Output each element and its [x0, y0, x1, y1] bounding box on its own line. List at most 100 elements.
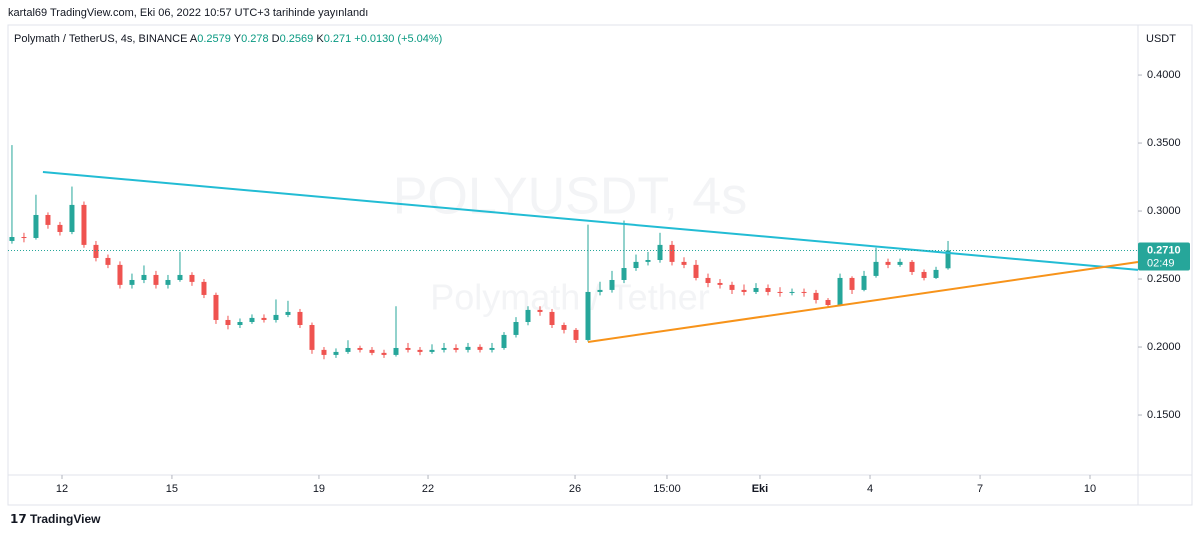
candle-body	[33, 214, 39, 238]
y-tick-label: 0.2000	[1147, 341, 1181, 353]
candle-body	[381, 352, 387, 355]
candle-body	[321, 349, 327, 355]
candle-body	[249, 317, 255, 323]
h-value: 0.278	[241, 33, 269, 45]
brand-icon: 𝟭𝟳	[10, 512, 27, 526]
candle-body	[465, 346, 471, 350]
change: +0.0130 (+5.04%)	[354, 33, 443, 45]
x-tick-label: 12	[56, 483, 68, 495]
candle-body	[789, 291, 795, 293]
y-tick-label: 0.4000	[1147, 69, 1181, 81]
candle-body	[525, 309, 531, 323]
candle-body	[801, 291, 807, 293]
candle-body	[81, 204, 87, 245]
candle-body	[945, 250, 951, 269]
candle-body	[909, 261, 915, 272]
x-tick-label: Eki	[752, 483, 769, 495]
y-tick-label: 0.3000	[1147, 205, 1181, 217]
candle-body	[177, 274, 183, 280]
symbol: Polymath / TetherUS, 4s, BINANCE	[14, 33, 188, 45]
candle-body	[285, 311, 291, 315]
candle-body	[885, 261, 891, 265]
candle-body	[513, 322, 519, 335]
candle-body	[405, 347, 411, 350]
candle-body	[585, 291, 591, 340]
candle-body	[609, 279, 615, 290]
y-axis-label: USDT	[1146, 33, 1176, 45]
candle-body	[237, 322, 243, 325]
candle-body	[153, 274, 159, 285]
brand: 𝟭𝟳 TradingView	[10, 512, 101, 526]
candle-body	[453, 347, 459, 350]
frame	[7, 24, 1193, 506]
l-value: 0.2569	[279, 33, 314, 45]
candle-body	[369, 349, 375, 353]
candle-body	[873, 261, 879, 276]
candle-body	[309, 325, 315, 350]
last-price-box	[1138, 242, 1190, 271]
candle-body	[921, 271, 927, 278]
candle-body	[765, 288, 771, 292]
o-label: A	[189, 33, 198, 45]
candle-body	[681, 261, 687, 265]
candle-body	[657, 244, 663, 260]
candle-body	[441, 347, 447, 350]
candle-body	[501, 334, 507, 348]
candle-body	[537, 309, 543, 312]
candle-body	[9, 237, 15, 241]
y-tick-label: 0.2500	[1147, 273, 1181, 285]
candle-body	[141, 274, 147, 280]
c-value: 0.271	[323, 33, 352, 45]
candle-body	[345, 347, 351, 352]
candle-body	[489, 347, 495, 350]
candle-body	[573, 329, 579, 340]
candle-body	[813, 292, 819, 300]
candle-body	[45, 214, 51, 225]
watermark: POLYUSDT, 4s	[393, 168, 747, 226]
trendline	[42, 171, 1139, 271]
candle-body	[477, 346, 483, 350]
trendline	[587, 261, 1139, 343]
published-note: kartal69 TradingView.com, Eki 06, 2022 1…	[8, 7, 369, 19]
candle-body	[753, 288, 759, 292]
candle-body	[93, 244, 99, 258]
candle-body	[645, 259, 651, 262]
candle-body	[741, 289, 747, 292]
x-tick-label: 10	[1084, 483, 1096, 495]
c-label: K	[316, 33, 324, 45]
x-tick-label: 26	[569, 483, 581, 495]
candle-body	[57, 224, 63, 232]
candle-body	[897, 261, 903, 265]
candle-body	[837, 277, 843, 306]
l-label: D	[271, 33, 280, 45]
candle-body	[129, 279, 135, 285]
candle-body	[429, 349, 435, 352]
candle-body	[729, 284, 735, 290]
candle-body	[165, 279, 171, 285]
candle-body	[261, 317, 267, 320]
candle-body	[225, 319, 231, 325]
candle-body	[393, 347, 399, 355]
candle-body	[357, 347, 363, 350]
candle-body	[705, 277, 711, 283]
candle-body	[333, 351, 339, 355]
candle-body	[849, 277, 855, 290]
candle-body	[69, 204, 75, 232]
x-tick-label: 15:00	[653, 483, 681, 495]
o-value: 0.2579	[197, 33, 231, 45]
brand-name: TradingView	[30, 512, 101, 526]
candle-body	[669, 244, 675, 262]
candle-body	[201, 281, 207, 295]
y-tick-label: 0.3500	[1147, 137, 1181, 149]
x-tick-label: 4	[867, 483, 873, 495]
x-tick-label: 22	[422, 483, 434, 495]
candle-body	[597, 289, 603, 292]
candle-body	[213, 294, 219, 320]
legend-header: Polymath / TetherUS, 4s, BINANCE A0.2579…	[14, 33, 442, 45]
y-tick-label: 0.1500	[1147, 409, 1181, 421]
candle-body	[297, 311, 303, 325]
candle-body	[777, 291, 783, 293]
h-label: Y	[233, 33, 242, 45]
